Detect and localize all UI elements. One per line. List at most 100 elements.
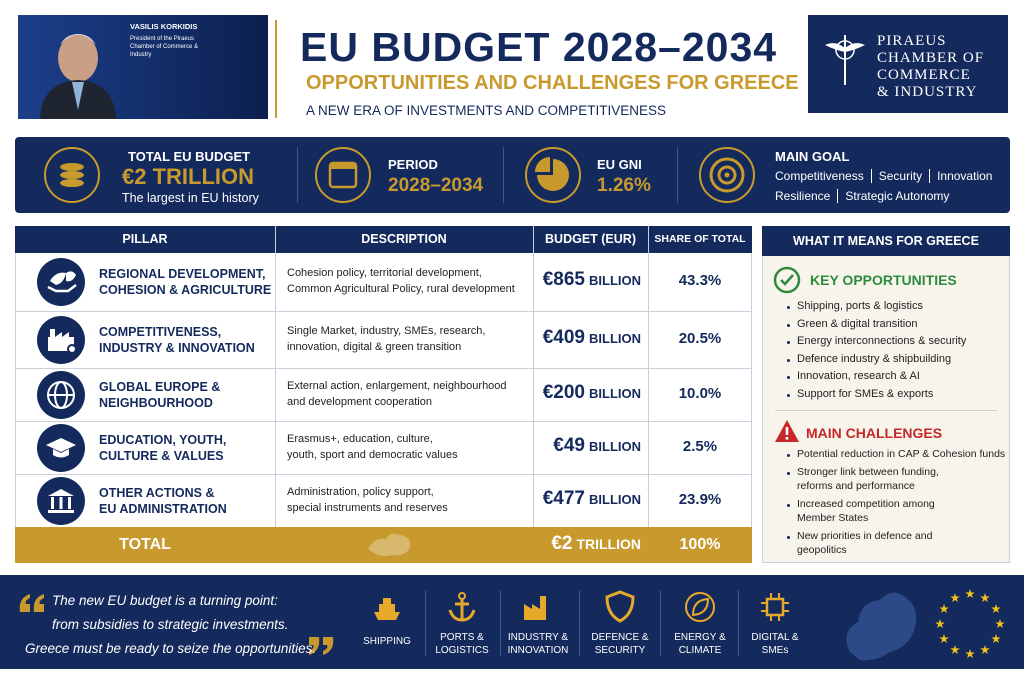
description: special instruments and reserves xyxy=(287,501,448,514)
pillar-name: INDUSTRY & INNOVATION xyxy=(99,340,255,355)
stat-label: TOTAL EU BUDGET xyxy=(128,149,251,164)
challenge: Increased competition among xyxy=(797,498,935,510)
amount-unit: BILLION xyxy=(589,330,641,346)
separator xyxy=(297,147,298,203)
amount-unit: BILLION xyxy=(589,438,641,454)
amount: €409 BILLION xyxy=(533,327,641,349)
stat-value: €2 TRILLION xyxy=(122,164,255,189)
pillar-name: CULTURE & VALUES xyxy=(99,448,224,463)
share: 23.9% xyxy=(678,490,722,508)
amount-unit: BILLION xyxy=(589,385,641,401)
pillar-name: GLOBAL EUROPE & xyxy=(99,379,221,394)
challenge: Member States xyxy=(797,512,869,524)
sector-label: SHIPPING xyxy=(363,636,411,647)
sector-icon xyxy=(683,590,717,624)
row-rule xyxy=(15,421,752,422)
opportunity: Innovation, research & AI xyxy=(797,370,920,382)
goal-item: Competitiveness xyxy=(775,169,864,183)
stat-label: PERIOD xyxy=(388,157,438,172)
photo-role: Industry xyxy=(130,52,152,58)
amount-value: €477 xyxy=(542,487,585,509)
description: Single Market, industry, SMEs, research, xyxy=(287,324,486,337)
amount-value: €49 xyxy=(553,434,585,456)
description: and development cooperation xyxy=(287,395,432,408)
amount: €200 BILLION xyxy=(533,382,641,404)
goal-item: Innovation xyxy=(929,169,999,183)
total-share: 100% xyxy=(679,536,721,553)
amount-value: €865 xyxy=(542,269,585,290)
pillar-name: REGIONAL DEVELOPMENT, xyxy=(99,267,266,281)
column-header: BUDGET (EUR) xyxy=(545,232,636,246)
photo-name: VASILIS KORKIDIS xyxy=(130,22,198,31)
logo-icon xyxy=(820,30,870,90)
tagline: A NEW ERA OF INVESTMENTS AND COMPETITIVE… xyxy=(306,103,667,118)
opportunity: Shipping, ports & logistics xyxy=(797,300,923,312)
sector-icon xyxy=(603,590,637,624)
bullet xyxy=(787,323,790,327)
sector-label: PORTS & xyxy=(440,632,484,643)
column-rule xyxy=(275,226,276,527)
challenge: New priorities in defence and xyxy=(797,530,933,542)
total-row xyxy=(15,527,752,563)
challenges-title: MAIN CHALLENGES xyxy=(806,425,943,441)
challenge: reforms and performance xyxy=(797,480,915,492)
check-icon xyxy=(773,266,801,294)
sector-label: INNOVATION xyxy=(507,645,569,656)
sector-rule xyxy=(500,590,501,656)
total-map xyxy=(360,529,420,561)
pillar-name: NEIGHBOURHOOD xyxy=(99,395,213,410)
share: 20.5% xyxy=(678,329,722,347)
bullet xyxy=(787,376,790,379)
photo-role: President of the Piraeus xyxy=(130,36,195,42)
table-header xyxy=(15,226,752,253)
row-rule xyxy=(15,311,752,312)
pillar-icon xyxy=(36,476,86,526)
goal-line: Competitiveness Security Innovation xyxy=(775,169,999,183)
share: 2.5% xyxy=(682,437,718,455)
pillar-icon xyxy=(36,257,86,307)
total-amount: €2 TRILLION xyxy=(533,533,641,555)
stat-note: The largest in EU history xyxy=(122,191,259,205)
stat-icon xyxy=(523,145,583,205)
column-rule xyxy=(533,226,534,527)
photo-role: Chamber of Commerce & xyxy=(130,44,199,50)
description: innovation, digital & green transition xyxy=(287,340,462,353)
logo-text: PIRAEUS xyxy=(877,33,947,49)
europe-map xyxy=(830,582,930,669)
stat-icon xyxy=(697,145,757,205)
share: 43.3% xyxy=(678,272,722,289)
row-rule xyxy=(15,474,752,475)
stat-icon xyxy=(313,145,373,205)
quote-mark xyxy=(305,635,335,657)
opportunity: Defence industry & shipbuilding xyxy=(797,352,952,365)
sector-rule xyxy=(424,590,426,656)
eu-stars xyxy=(930,584,1010,664)
stat-value: 1.26% xyxy=(597,175,651,196)
bullet xyxy=(787,306,790,309)
sector-label: INDUSTRY & xyxy=(507,632,569,643)
opportunities-title: KEY OPPORTUNITIES xyxy=(810,272,957,288)
stat-icon xyxy=(42,145,102,205)
portrait xyxy=(30,20,125,119)
separator xyxy=(677,147,678,203)
column-header: SHARE OF TOTAL xyxy=(654,233,746,245)
logo-text: CHAMBER OF xyxy=(877,50,985,66)
subtitle: OPPORTUNITIES AND CHALLENGES FOR GREECE xyxy=(306,72,799,94)
challenge: Stronger link between funding, xyxy=(797,466,939,478)
sector-label: SECURITY xyxy=(594,645,646,656)
sector-icon xyxy=(521,590,555,624)
amount: €865 BILLION xyxy=(533,269,641,291)
warning-icon xyxy=(773,418,801,444)
logo xyxy=(808,15,1008,113)
amount-value: €200 xyxy=(542,381,585,403)
stats-bar xyxy=(15,137,1010,213)
description: Administration, policy support, xyxy=(287,485,434,498)
pillar-name: EDUCATION, YOUTH, xyxy=(99,432,227,447)
challenge: Potential reduction in CAP & Cohesion fu… xyxy=(797,448,1006,460)
sector-label: CLIMATE xyxy=(678,645,722,656)
title: EU BUDGET 2028–2034 xyxy=(300,24,778,70)
bullet xyxy=(787,454,790,457)
separator xyxy=(503,147,504,203)
goal-line: Resilience Strategic Autonomy xyxy=(775,189,956,203)
